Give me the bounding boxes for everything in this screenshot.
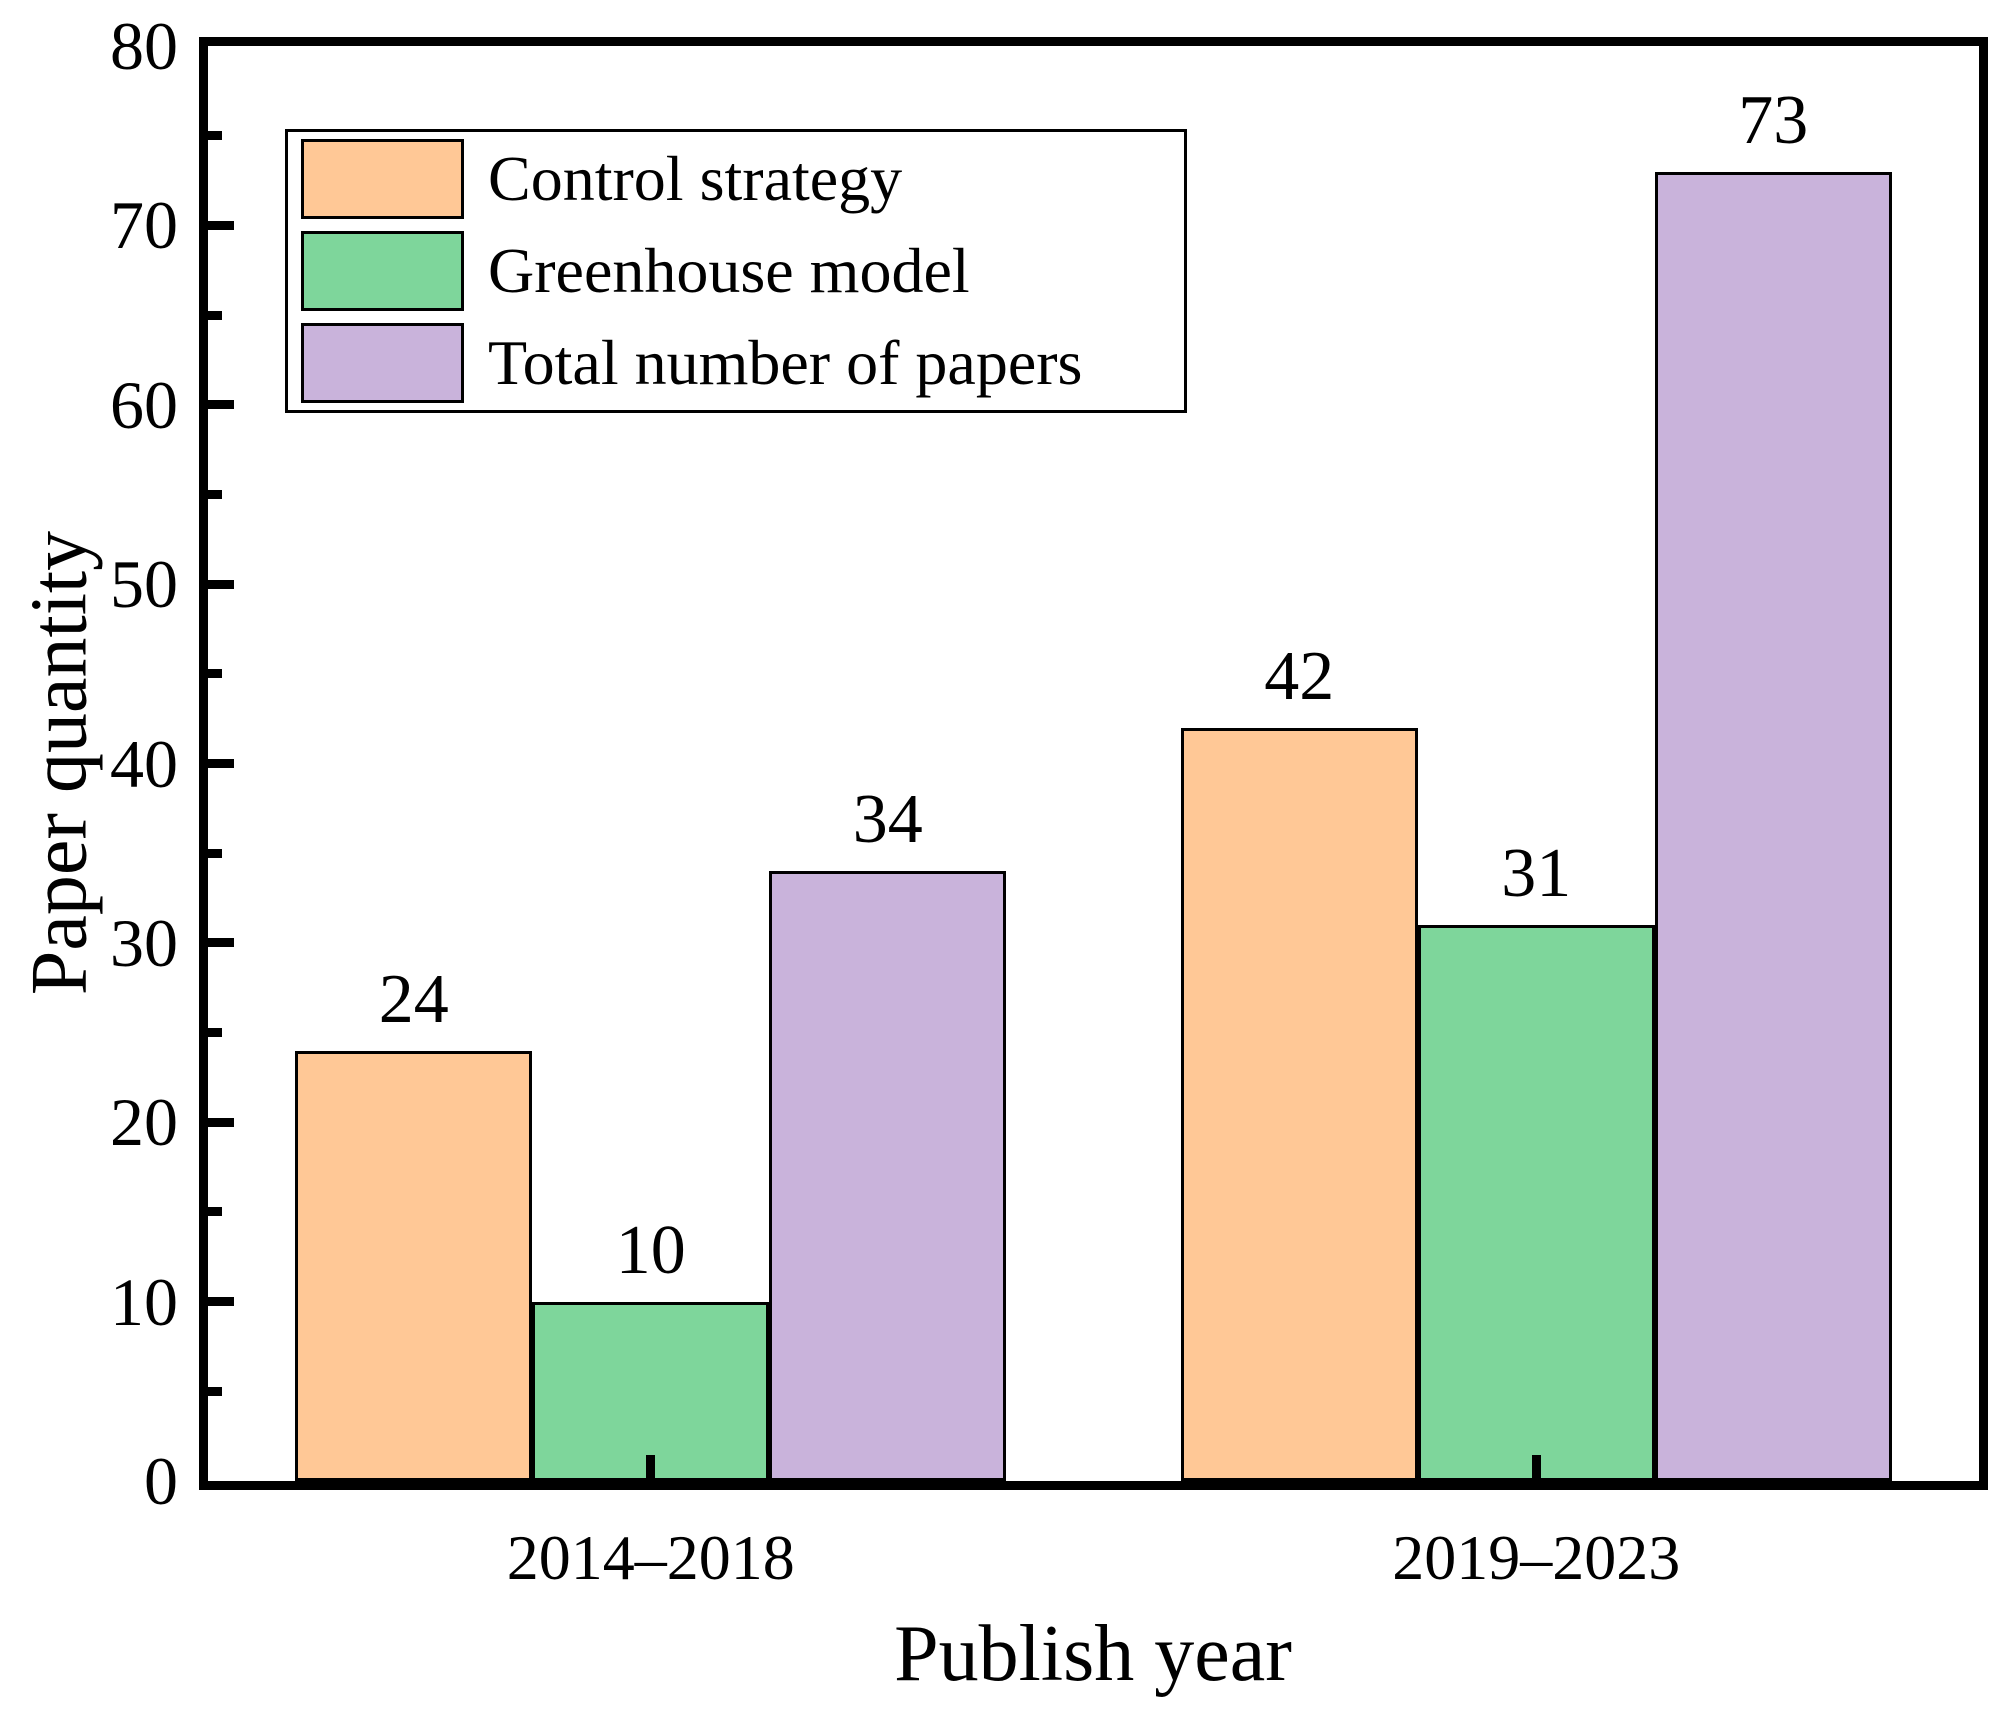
x-axis-title: Publish year — [894, 1610, 1292, 1698]
y-tick-label: 40 — [110, 725, 178, 802]
y-tick-label: 0 — [144, 1443, 178, 1519]
value-label: 24 — [378, 960, 449, 1038]
y-tick-label: 60 — [110, 366, 178, 443]
x-tick-label: 2014–2018 — [506, 1522, 795, 1593]
legend-label: Total number of papers — [488, 327, 1083, 398]
bar-control-strategy-2019-2023 — [1180, 727, 1418, 1481]
y-axis-major-tick — [208, 1297, 234, 1307]
bar-greenhouse-model-2014-2018 — [532, 1301, 770, 1481]
y-tick-label: 70 — [110, 187, 178, 264]
value-label: 34 — [852, 781, 923, 859]
y-axis-minor-tick — [208, 669, 222, 679]
legend-swatch-total-number-of-papers — [301, 323, 464, 403]
y-tick-label: 30 — [110, 904, 178, 981]
y-axis-major-tick — [208, 938, 234, 948]
y-axis-major-tick — [208, 400, 234, 410]
value-label: 42 — [1264, 637, 1335, 715]
y-axis-minor-tick — [208, 1028, 222, 1038]
legend-row: Control strategy — [301, 139, 1171, 219]
y-axis-minor-tick — [208, 489, 222, 499]
bar-control-strategy-2014-2018 — [295, 1050, 533, 1481]
y-axis-minor-tick — [208, 310, 222, 320]
value-label: 10 — [615, 1211, 686, 1289]
x-axis-tick — [646, 1455, 656, 1481]
y-tick-label: 50 — [110, 546, 178, 623]
y-axis-major-tick — [208, 1117, 234, 1127]
legend-swatch-greenhouse-model — [301, 231, 464, 311]
y-axis-minor-tick — [208, 848, 222, 858]
y-axis-major-tick — [208, 579, 234, 589]
y-axis-title: Paper quantity — [15, 530, 104, 996]
y-axis-major-tick — [208, 220, 234, 230]
x-axis-tick — [1531, 1455, 1541, 1481]
y-axis-minor-tick — [208, 131, 222, 141]
legend-row: Total number of papers — [301, 323, 1171, 403]
y-axis-minor-tick — [208, 1386, 222, 1396]
value-label: 73 — [1738, 81, 1809, 159]
legend: Control strategy Greenhouse model Total nu… — [285, 129, 1187, 413]
legend-swatch-control-strategy — [301, 139, 464, 219]
bar-total-number-of-papers-2019-2023 — [1654, 171, 1892, 1481]
legend-label: Control strategy — [488, 143, 903, 214]
y-tick-label: 10 — [110, 1263, 178, 1340]
bar-total-number-of-papers-2014-2018 — [769, 871, 1007, 1481]
bar-greenhouse-model-2019-2023 — [1417, 924, 1655, 1481]
y-axis-major-tick — [208, 759, 234, 768]
legend-row: Greenhouse model — [301, 231, 1171, 311]
y-tick-label: 80 — [110, 8, 178, 84]
x-tick-label: 2019–2023 — [1392, 1522, 1681, 1593]
y-axis-minor-tick — [208, 1207, 222, 1217]
y-tick-label: 20 — [110, 1084, 178, 1161]
value-label: 31 — [1501, 834, 1572, 912]
legend-label: Greenhouse model — [488, 235, 970, 306]
